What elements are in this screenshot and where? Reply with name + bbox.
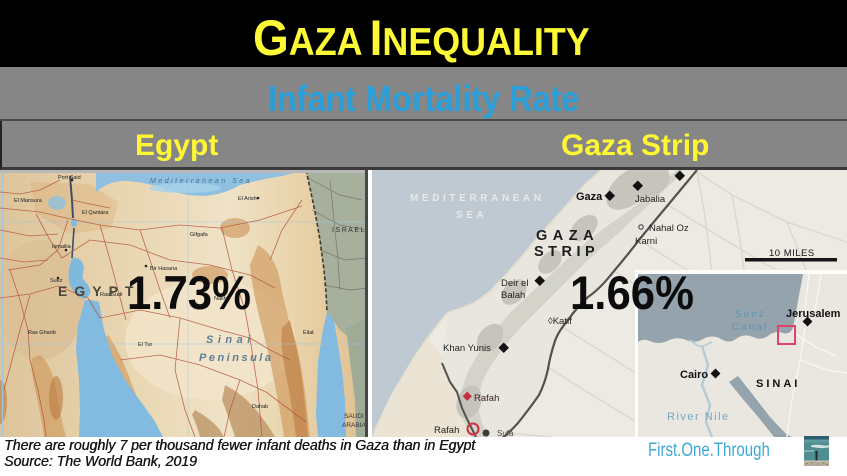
svg-text:Canal: Canal <box>732 322 768 333</box>
svg-text:Deir el: Deir el <box>501 278 528 289</box>
svg-text:El Tur: El Tur <box>138 342 153 348</box>
svg-text:Suez: Suez <box>735 309 766 320</box>
svg-text:Balah: Balah <box>501 290 525 301</box>
svg-text:SINAI: SINAI <box>756 378 800 390</box>
svg-text:◊Katif: ◊Katif <box>548 316 572 327</box>
svg-text:STRIP: STRIP <box>534 244 599 260</box>
svg-text:MEDITERRANEAN: MEDITERRANEAN <box>410 193 545 204</box>
svg-text:Eilat: Eilat <box>303 330 314 336</box>
svg-text:Jabalia: Jabalia <box>635 194 666 205</box>
svg-text:Jerusalem: Jerusalem <box>786 308 841 320</box>
svg-text:El Qantara: El Qantara <box>82 210 109 216</box>
svg-text:SEA: SEA <box>456 210 487 221</box>
svg-text:Port Said: Port Said <box>58 175 81 181</box>
svg-text:10 MILES: 10 MILES <box>769 248 815 259</box>
svg-text:EGYPT: EGYPT <box>58 283 140 299</box>
svg-text:GAZA: GAZA <box>536 228 599 244</box>
svg-text:Gifgafa: Gifgafa <box>190 232 209 238</box>
svg-text:Karni: Karni <box>635 236 657 247</box>
svg-text:Ras Sudr: Ras Sudr <box>100 292 123 298</box>
svg-text:Nahal Oz: Nahal Oz <box>649 223 689 234</box>
svg-text:Cairo: Cairo <box>680 369 708 381</box>
svg-text:Khan Yunis: Khan Yunis <box>443 343 491 354</box>
svg-text:Gaza: Gaza <box>576 191 603 203</box>
svg-text:Dahab: Dahab <box>252 404 268 410</box>
svg-text:River Nile: River Nile <box>667 411 730 423</box>
svg-text:Sufa: Sufa <box>497 429 514 437</box>
svg-text:Sinai: Sinai <box>206 334 255 346</box>
svg-text:ARABIA: ARABIA <box>342 422 367 429</box>
svg-text:El Mansura: El Mansura <box>14 198 43 204</box>
svg-text:El Arish: El Arish <box>238 196 257 202</box>
svg-text:Peninsula: Peninsula <box>199 352 273 364</box>
svg-text:Mediterranean Sea: Mediterranean Sea <box>150 178 252 185</box>
svg-text:Rafah: Rafah <box>474 393 499 404</box>
svg-text:Rafah: Rafah <box>434 425 459 436</box>
svg-text:Suez: Suez <box>50 278 63 284</box>
svg-text:ISRAEL: ISRAEL <box>332 227 366 234</box>
svg-text:Bir Hasana: Bir Hasana <box>150 266 178 272</box>
svg-text:Ras Gharib: Ras Gharib <box>28 330 56 336</box>
svg-text:Ismailia: Ismailia <box>52 244 72 250</box>
svg-text:Nakhl: Nakhl <box>214 296 228 302</box>
svg-text:SAUDI: SAUDI <box>344 413 364 420</box>
